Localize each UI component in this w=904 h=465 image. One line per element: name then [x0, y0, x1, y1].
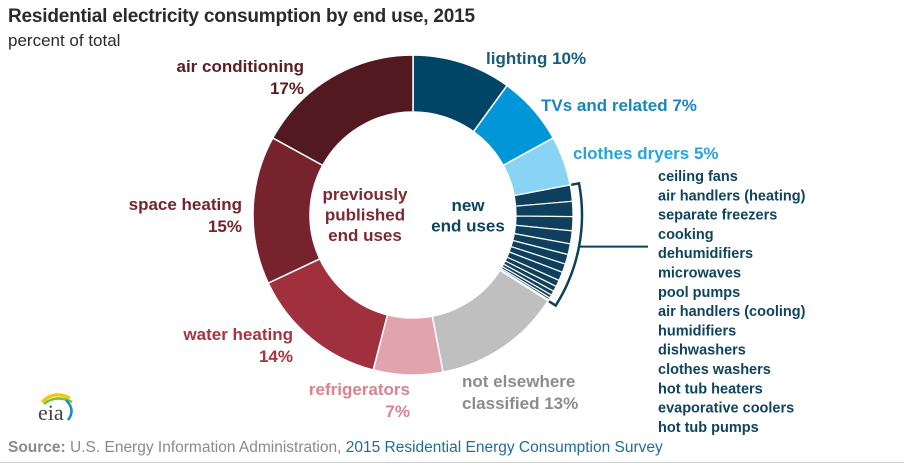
- center-label-new-end-uses: new: [451, 196, 485, 215]
- label-clothes-dryers: clothes dryers 5%: [573, 144, 719, 163]
- source-link[interactable]: 2015 Residential Energy Consumption Surv…: [345, 439, 663, 456]
- chart-title: Residential electricity consumption by e…: [8, 6, 475, 27]
- source-line: Source: U.S. Energy Information Administ…: [8, 439, 663, 457]
- new-use-label: hot tub heaters: [658, 381, 763, 397]
- source-label: Source:: [8, 439, 66, 456]
- new-use-label: ceiling fans: [658, 169, 738, 185]
- center-label-previously-published: end uses: [328, 226, 402, 245]
- new-use-label: air handlers (heating): [658, 188, 806, 204]
- eia-logo-icon: eia: [38, 393, 73, 425]
- label-refrigerators: refrigerators 7%: [309, 380, 410, 421]
- new-use-label: evaporative coolers: [658, 401, 794, 417]
- chart-subtitle: percent of total: [8, 31, 121, 50]
- eia-logo: eia: [36, 388, 76, 425]
- new-use-label: humidifiers: [658, 323, 736, 339]
- new-use-label: clothes washers: [658, 362, 771, 378]
- label-tvs-and-related: TVs and related 7%: [541, 96, 697, 115]
- label-space-heating: space heating 15%: [129, 195, 242, 236]
- source-text: U.S. Energy Information Administration,: [70, 439, 342, 456]
- new-use-label: dehumidifiers: [658, 246, 753, 262]
- center-label-new-end-uses: end uses: [431, 217, 505, 236]
- new-use-label: dishwashers: [658, 343, 746, 359]
- new-use-label: microwaves: [658, 266, 741, 282]
- label-air-conditioning: air conditioning 17%: [177, 57, 305, 98]
- label-not-elsewhere-classified: not elsewhere classified 13%: [462, 372, 578, 413]
- slice-air-conditioning: [271, 54, 414, 167]
- center-label-previously-published: previously: [322, 185, 408, 204]
- new-use-label: pool pumps: [658, 285, 740, 301]
- center-label-previously-published: published: [325, 206, 405, 225]
- svg-text:eia: eia: [38, 400, 64, 424]
- footer-divider: [0, 462, 904, 463]
- label-lighting: lighting 10%: [486, 49, 586, 68]
- label-water-heating: water heating 14%: [182, 325, 293, 366]
- new-use-label: hot tub pumps: [658, 420, 759, 436]
- new-use-label: separate freezers: [658, 208, 777, 224]
- new-use-label: cooking: [658, 227, 714, 243]
- new-use-label: air handlers (cooling): [658, 304, 806, 320]
